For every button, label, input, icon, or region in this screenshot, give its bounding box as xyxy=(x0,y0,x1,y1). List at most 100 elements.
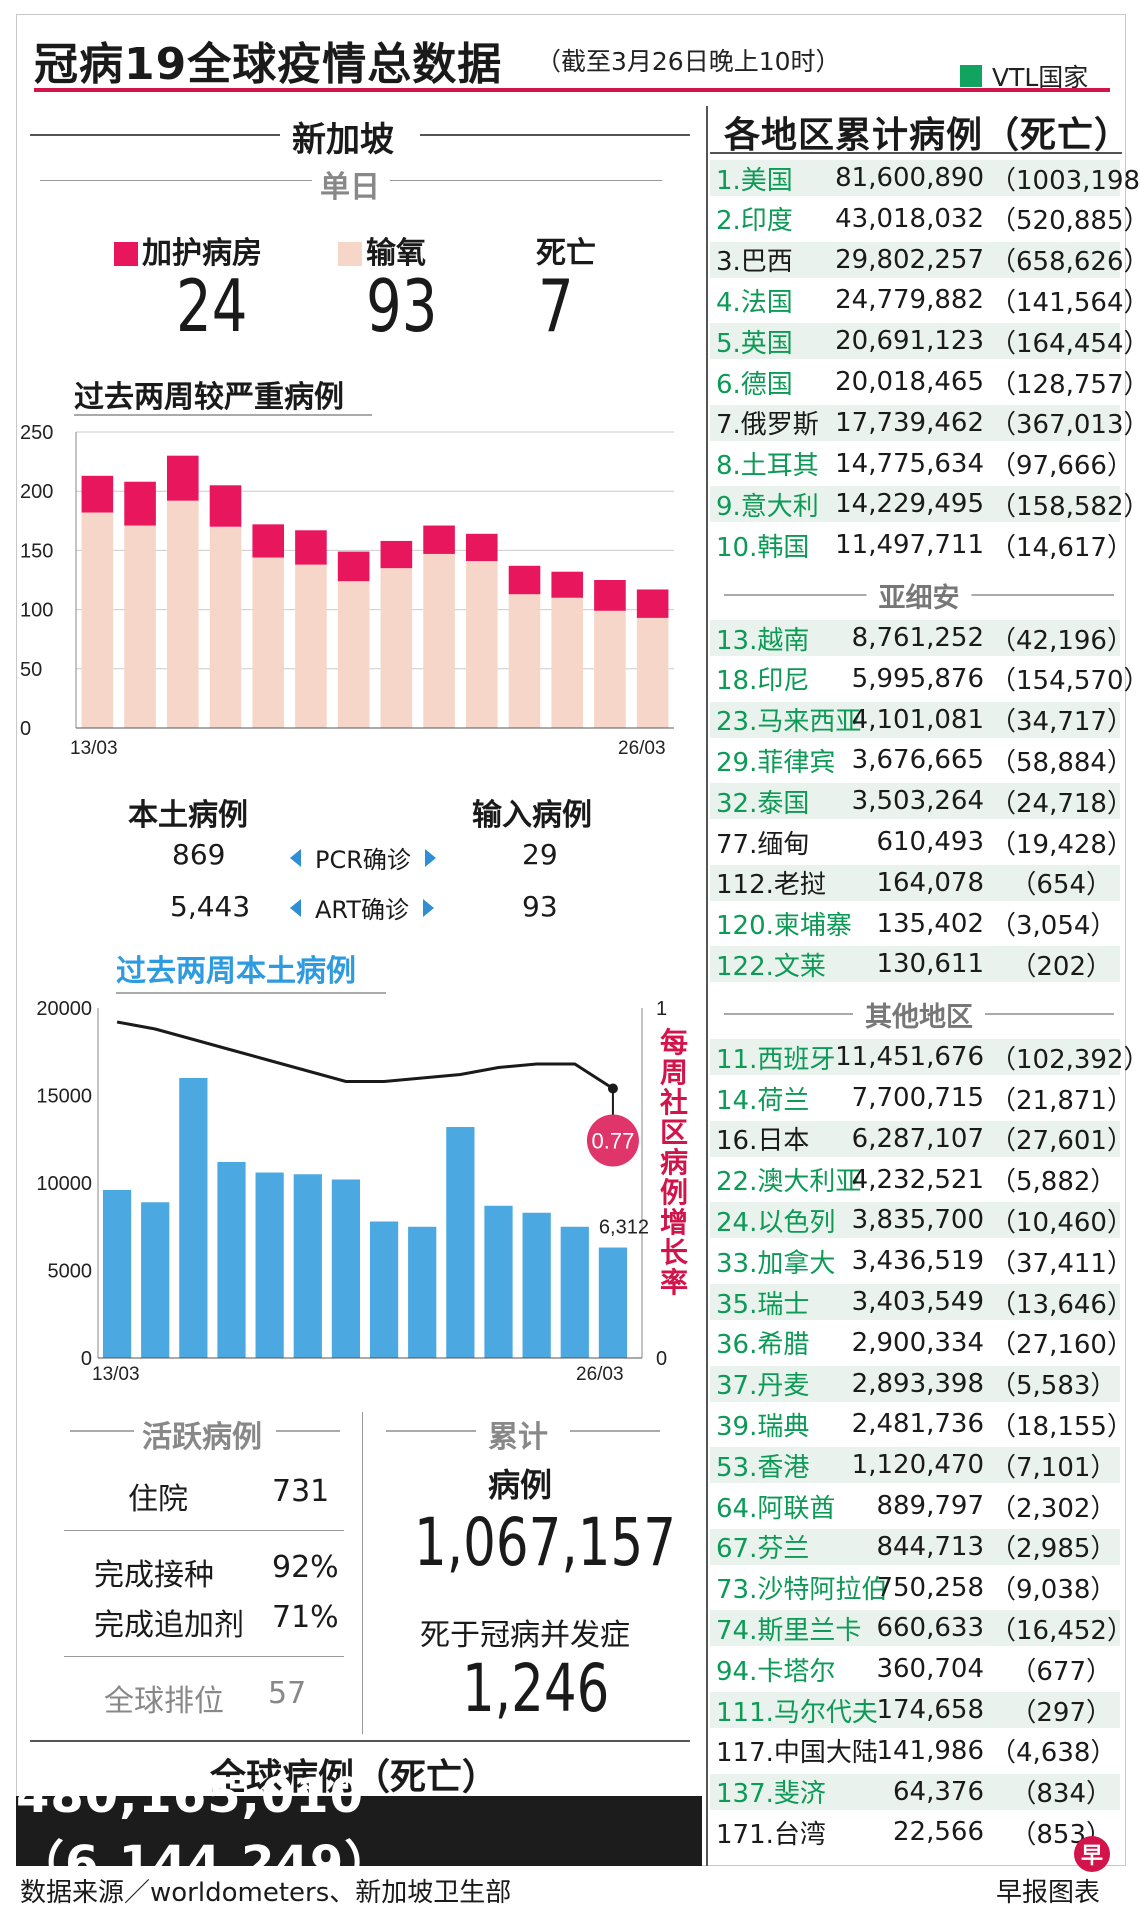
country-name: 16.日本 xyxy=(716,1126,810,1157)
local-cases-label: 本土病例 xyxy=(128,798,248,833)
death-label: 死亡 xyxy=(536,236,596,271)
country-deaths: （18,155） xyxy=(990,1411,1133,1442)
country-cases: 174,658 xyxy=(876,1695,984,1725)
ranking-row: 5.英国 20,691,123 （164,454） xyxy=(710,323,1140,360)
country-deaths: （27,601） xyxy=(990,1126,1133,1157)
country-name: 18.印尼 xyxy=(716,666,810,697)
ranking-row: 122.文莱 130,611 （202） xyxy=(710,946,1120,983)
country-name: 10.韩国 xyxy=(716,532,810,563)
country-deaths: （154,570） xyxy=(990,666,1140,697)
country-name: 171.台湾 xyxy=(716,1819,826,1850)
zaobao-logo: 早 xyxy=(1074,1836,1110,1872)
x-tick-label: 13/03 xyxy=(92,1364,140,1385)
bar-oxygen xyxy=(636,617,669,728)
country-cases: 81,600,890 xyxy=(835,163,984,193)
bar-oxygen xyxy=(337,581,370,728)
bar-local-cases xyxy=(255,1172,284,1358)
vtl-legend-label: VTL国家 xyxy=(992,63,1089,92)
pcr-imported-value: 29 xyxy=(522,838,558,871)
ranking-subheader-label: 其他地区 xyxy=(853,995,985,1035)
divider xyxy=(276,1430,340,1432)
country-name: 13.越南 xyxy=(716,625,810,656)
country-name: 23.马来西亚 xyxy=(716,707,862,738)
pcr-local-value: 869 xyxy=(172,838,226,871)
ranking-row: 4.法国 24,779,882 （141,564） xyxy=(710,282,1140,318)
y2-axis-title-char: 率 xyxy=(660,1266,688,1298)
bar-local-cases xyxy=(522,1212,551,1358)
y-tick-label: 250 xyxy=(20,422,53,444)
cumulative-cases-value: 1,067,157 xyxy=(414,1504,677,1581)
pcr-row-label: PCR确诊 xyxy=(290,840,436,875)
country-cases: 7,700,715 xyxy=(851,1083,984,1113)
country-name: 111.马尔代夫 xyxy=(716,1697,878,1728)
y-tick-label: 10000 xyxy=(36,1173,92,1195)
ranking-row: 16.日本 6,287,107 （27,601） xyxy=(710,1120,1133,1157)
country-deaths: （834） xyxy=(1010,1779,1112,1810)
country-deaths: （21,871） xyxy=(990,1085,1133,1116)
country-cases: 20,018,465 xyxy=(835,367,984,397)
country-name: 5.英国 xyxy=(716,328,793,359)
bar-icu xyxy=(252,524,285,558)
bar-local-cases xyxy=(293,1174,322,1358)
country-name: 74.斯里兰卡 xyxy=(716,1615,862,1646)
local-cases-chart: 0 5000 10000 15000 20000 0 1 13/03 26/03 6,312 0.7… xyxy=(36,998,688,1385)
country-cases: 4,232,521 xyxy=(851,1164,984,1195)
ranking-row: 137.斐济 64,376 （834） xyxy=(710,1773,1120,1810)
country-name: 53.香港 xyxy=(716,1452,810,1483)
bar-icu xyxy=(423,525,455,554)
country-cases: 660,633 xyxy=(876,1613,984,1644)
country-name: 77.缅甸 xyxy=(716,829,810,860)
country-name: 6.德国 xyxy=(716,369,793,400)
ranking-row: 36.希腊 2,900,334 （27,160） xyxy=(710,1325,1133,1361)
chart2-title: 过去两周本土病例 xyxy=(116,954,356,989)
y2-axis-title-char: 例 xyxy=(660,1177,688,1208)
divider xyxy=(570,1430,660,1432)
country-cases: 5,995,876 xyxy=(851,663,984,694)
country-deaths: （158,582） xyxy=(990,491,1140,522)
country-cases: 3,403,549 xyxy=(851,1287,984,1317)
divider xyxy=(30,1740,690,1742)
country-name: 24.以色列 xyxy=(716,1207,836,1238)
bar-local-cases xyxy=(102,1190,132,1358)
ranking-row: 18.印尼 5,995,876 （154,570） xyxy=(710,661,1140,697)
country-name: 94.卡塔尔 xyxy=(716,1656,836,1687)
country-deaths: （658,626） xyxy=(990,247,1140,278)
country-deaths: （5,882） xyxy=(990,1167,1117,1198)
country-name: 7.俄罗斯 xyxy=(716,410,819,441)
y-tick-label: 150 xyxy=(20,540,53,562)
booster-value: 71% xyxy=(272,1600,339,1635)
y-tick-label: 0 xyxy=(81,1348,92,1370)
covid-deaths-label: 死于冠病并发症 xyxy=(420,1618,630,1653)
bar-icu xyxy=(337,551,370,582)
country-cases: 17,739,462 xyxy=(835,407,984,438)
growth-rate-value: 0.77 xyxy=(592,1129,635,1154)
ranking-row: 6.德国 20,018,465 （128,757） xyxy=(710,364,1140,400)
divider xyxy=(64,1530,344,1531)
country-name: 35.瑞士 xyxy=(716,1289,810,1320)
country-cases: 3,835,700 xyxy=(851,1205,984,1236)
country-name: 36.希腊 xyxy=(716,1330,810,1361)
oxygen-label-text: 输氧 xyxy=(366,236,426,271)
global-cases-value: 480,165,010（6,144,249） xyxy=(16,1768,702,1892)
chart1-title: 过去两周较严重病例 xyxy=(74,380,344,415)
bar-local-cases xyxy=(598,1247,628,1358)
ranking-row: 39.瑞典 2,481,736 （18,155） xyxy=(710,1406,1133,1442)
country-name: 1.美国 xyxy=(716,165,793,196)
chart1-title-underline xyxy=(74,414,372,416)
y2-axis-title-char: 周 xyxy=(660,1057,688,1088)
country-deaths: （14,617） xyxy=(990,532,1133,563)
country-deaths: （367,013） xyxy=(990,410,1140,441)
ranking-subheader: 其他地区 xyxy=(724,995,1114,1035)
country-cases: 24,779,882 xyxy=(835,285,984,316)
bar-oxygen xyxy=(551,597,584,728)
bar-icu xyxy=(81,475,114,513)
ranking-row: 77.缅甸 610,493 （19,428） xyxy=(710,824,1133,860)
country-cases: 2,481,736 xyxy=(851,1409,984,1440)
ranking-row: 8.土耳其 14,775,634 （97,666） xyxy=(710,446,1133,482)
pcr-label: PCR确诊 xyxy=(315,846,411,874)
country-name: 64.阿联酋 xyxy=(716,1493,836,1524)
x-tick-label: 13/03 xyxy=(70,738,118,759)
y2-axis-title-char: 长 xyxy=(660,1237,688,1268)
y-tick-label: 5000 xyxy=(48,1261,93,1283)
country-name: 73.沙特阿拉伯 xyxy=(716,1575,888,1606)
